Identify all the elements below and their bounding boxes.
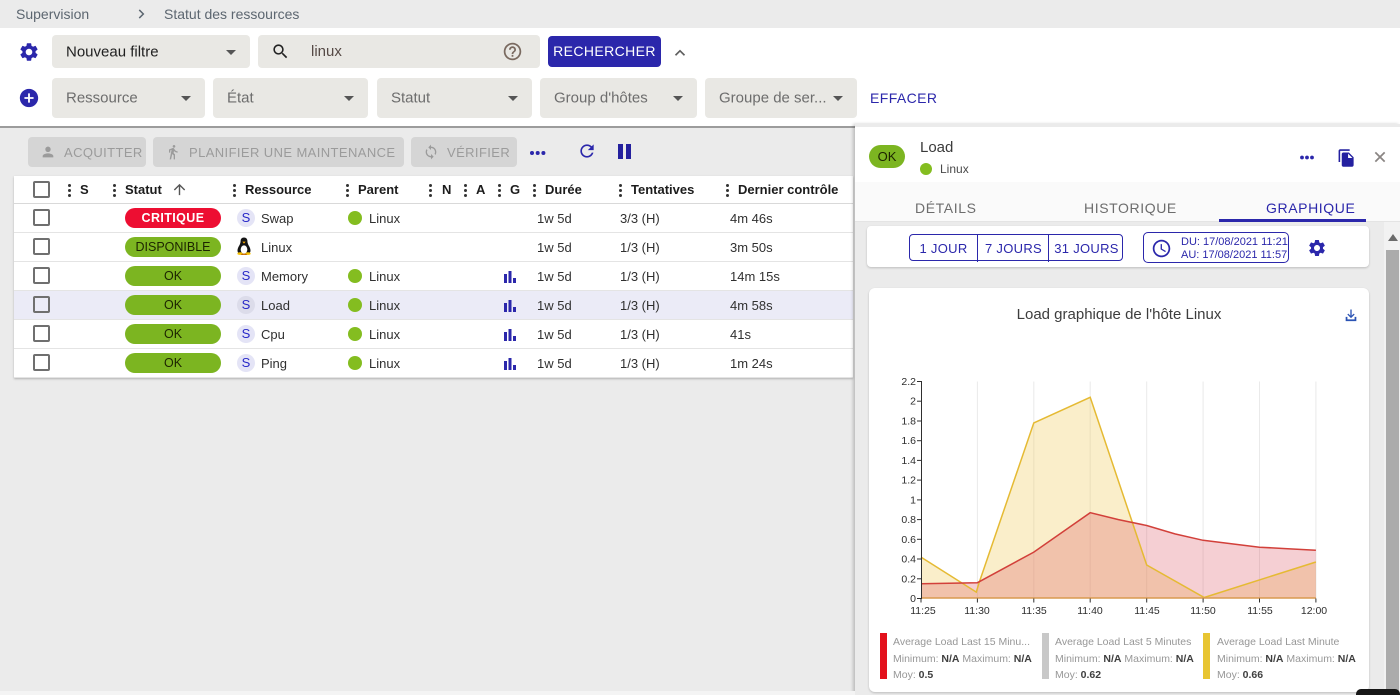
svg-text:1.8: 1.8 (901, 416, 916, 428)
svg-text:0: 0 (910, 593, 916, 605)
svg-text:12:00: 12:00 (1301, 605, 1327, 617)
svg-text:2: 2 (910, 396, 916, 408)
svg-text:2.2: 2.2 (901, 376, 916, 388)
svg-text:0.8: 0.8 (901, 514, 916, 526)
svg-text:1.2: 1.2 (901, 475, 916, 487)
svg-text:0.4: 0.4 (901, 554, 916, 566)
svg-text:1: 1 (910, 494, 916, 506)
svg-text:1.4: 1.4 (901, 455, 916, 467)
svg-text:11:55: 11:55 (1247, 605, 1273, 617)
svg-text:11:25: 11:25 (910, 605, 936, 617)
svg-text:11:50: 11:50 (1190, 605, 1216, 617)
svg-text:11:30: 11:30 (964, 605, 990, 617)
svg-text:0.6: 0.6 (901, 534, 916, 546)
svg-text:11:45: 11:45 (1134, 605, 1160, 617)
svg-text:1.6: 1.6 (901, 435, 916, 447)
svg-text:11:35: 11:35 (1021, 605, 1047, 617)
svg-text:11:40: 11:40 (1077, 605, 1103, 617)
svg-text:0.2: 0.2 (901, 573, 916, 585)
